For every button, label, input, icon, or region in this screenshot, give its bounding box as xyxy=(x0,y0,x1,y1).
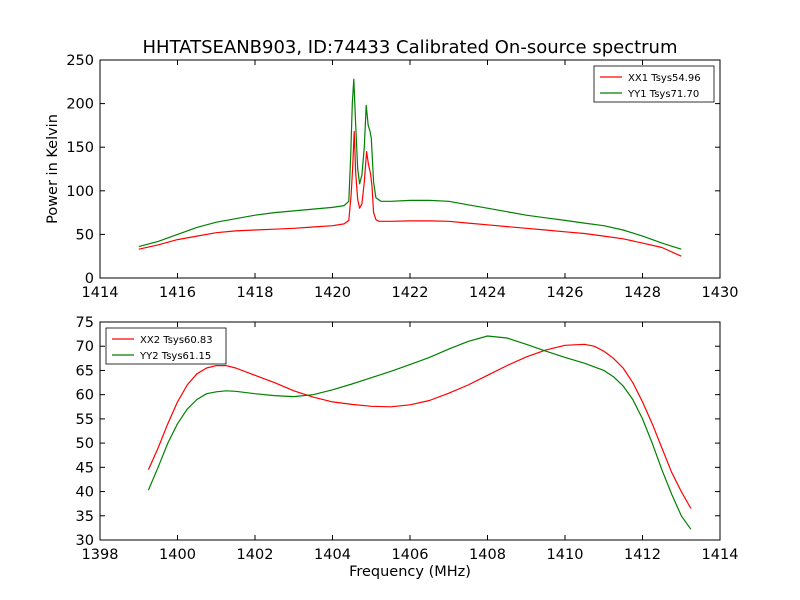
x-tick-label: 1418 xyxy=(237,285,274,301)
chart-title: HHTATSEANB903, ID:74433 Calibrated On-so… xyxy=(143,37,678,58)
x-tick-label: 1428 xyxy=(624,285,661,301)
y-tick-label: 65 xyxy=(76,363,94,379)
y-tick-label: 100 xyxy=(66,184,94,200)
x-tick-label: 1406 xyxy=(392,547,429,563)
legend-label: XX2 Tsys60.83 xyxy=(140,335,213,346)
x-tick-label: 1430 xyxy=(702,285,739,301)
legend-label: YY1 Tsys71.70 xyxy=(627,89,699,100)
y-tick-label: 50 xyxy=(76,436,94,452)
legend: XX2 Tsys60.83 YY2 Tsys61.15 xyxy=(105,327,227,365)
x-tick-label: 1402 xyxy=(237,547,274,563)
series-line-0-0 xyxy=(138,130,682,257)
x-tick-label: 1412 xyxy=(624,547,661,563)
x-tick-label: 1426 xyxy=(547,285,584,301)
y-tick-label: 200 xyxy=(66,97,94,113)
y-tick-label: 70 xyxy=(76,339,94,355)
y-tick-label: 40 xyxy=(76,485,94,501)
x-tick-label: 1400 xyxy=(159,547,196,563)
series-line-1-0 xyxy=(147,343,692,509)
series-line-0-1 xyxy=(138,78,682,250)
legend: XX1 Tsys54.96 YY1 Tsys71.70 xyxy=(593,65,715,103)
y-tick-label: 150 xyxy=(66,140,94,156)
y-tick-label: 60 xyxy=(76,388,94,404)
y-tick-label: 55 xyxy=(76,412,94,428)
top-panel: 1414 1416 1418 1420 1422 1424 1426 1428 1430 0 50 1… xyxy=(66,53,738,301)
series-line-1-1 xyxy=(147,335,692,530)
legend-label: XX1 Tsys54.96 xyxy=(628,73,701,84)
legend-box xyxy=(593,65,715,103)
y-tick-label: 0 xyxy=(85,271,94,287)
x-tick-label: 1414 xyxy=(702,547,739,563)
y-tick-label: 75 xyxy=(76,315,94,331)
x-tick-label: 1420 xyxy=(314,285,351,301)
x-tick-label: 1398 xyxy=(82,547,119,563)
legend-box xyxy=(105,327,227,365)
x-tick-label: 1422 xyxy=(392,285,429,301)
y-tick-label: 250 xyxy=(66,53,94,69)
x-tick-label: 1414 xyxy=(82,285,119,301)
x-tick-label: 1410 xyxy=(547,547,584,563)
y-tick-label: 30 xyxy=(76,533,94,549)
x-axis-label: Frequency (MHz) xyxy=(349,564,471,580)
bottom-panel: 1398 1400 1402 1404 1406 1408 1410 1412 1414 30 35… xyxy=(76,315,739,563)
x-tick-label: 1408 xyxy=(469,547,506,563)
y-tick-label: 45 xyxy=(76,460,94,476)
x-tick-label: 1424 xyxy=(469,285,506,301)
y-tick-label: 35 xyxy=(76,509,94,525)
legend-label: YY2 Tsys61.15 xyxy=(139,351,211,362)
x-tick-label: 1404 xyxy=(314,547,351,563)
x-tick-label: 1416 xyxy=(159,285,196,301)
y-axis-label: Power in Kelvin xyxy=(45,114,61,224)
y-tick-label: 50 xyxy=(76,227,94,243)
